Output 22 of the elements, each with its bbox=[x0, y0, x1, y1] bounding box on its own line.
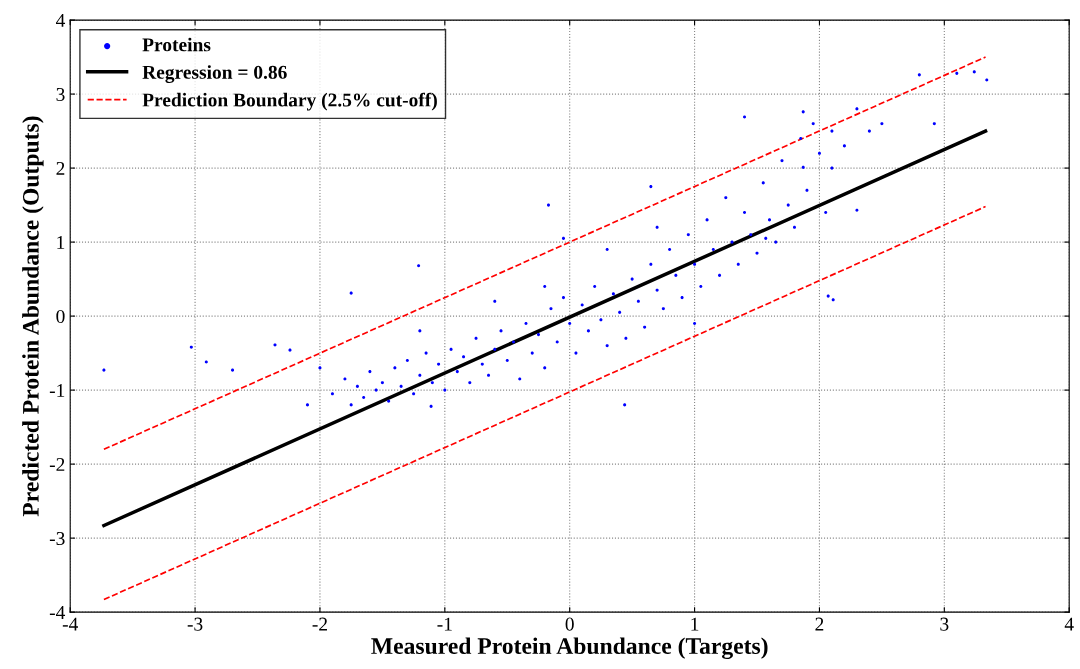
y-tick-label: 4 bbox=[56, 14, 66, 27]
legend-label: Proteins bbox=[142, 37, 211, 52]
y-tick-label: 0 bbox=[56, 309, 65, 324]
x-axis-title: Measured Protein Abundance (Targets) bbox=[371, 637, 768, 659]
legend-label: Regression = 0.86 bbox=[142, 65, 287, 83]
y-tick-label: -3 bbox=[49, 532, 65, 546]
y-tick-label: -1 bbox=[49, 384, 65, 397]
y-tick-label: -2 bbox=[49, 457, 65, 471]
x-tick-label: -1 bbox=[437, 617, 452, 631]
y-tick-label: 1 bbox=[57, 236, 65, 249]
x-tick-label: 1 bbox=[691, 617, 699, 631]
y-axis-title: Predicted Protein Abundance (Outputs) bbox=[22, 116, 44, 517]
y-tick-label: 3 bbox=[56, 87, 65, 102]
y-tick-label: -4 bbox=[49, 606, 66, 619]
x-tick-label: 2 bbox=[815, 617, 824, 631]
y-tick-label: 2 bbox=[56, 161, 65, 175]
x-tick-label: 3 bbox=[940, 617, 949, 631]
x-tick-label: 4 bbox=[1064, 617, 1074, 631]
legend-label: Prediction Boundary (2.5% cut-off) bbox=[142, 92, 437, 111]
x-tick-label: 0 bbox=[565, 617, 574, 631]
x-tick-label: -2 bbox=[312, 617, 327, 631]
x-tick-label: -3 bbox=[187, 617, 203, 631]
